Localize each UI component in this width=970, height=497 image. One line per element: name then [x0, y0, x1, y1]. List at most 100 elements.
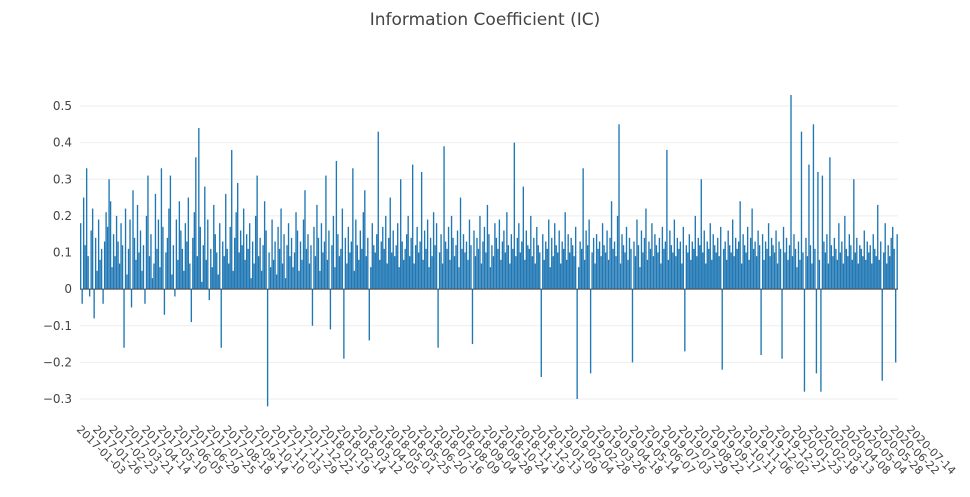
ic-bar [652, 256, 655, 290]
ic-bar [591, 252, 593, 290]
ic-bar [893, 248, 895, 290]
ic-bar [560, 263, 562, 290]
ic-bar [422, 259, 424, 290]
ic-bar [597, 248, 599, 290]
ic-bar [308, 263, 311, 290]
ic-bar [343, 289, 345, 359]
ic-bar [180, 230, 182, 290]
ic-bar [892, 226, 894, 290]
ic-bar [618, 124, 620, 290]
ic-bar [373, 245, 375, 290]
ic-bar [690, 259, 692, 290]
ic-bar [441, 263, 444, 290]
ic-bar [304, 190, 306, 290]
ic-bar [350, 241, 353, 290]
y-tick-label: −0.1 [43, 319, 72, 333]
ic-bar [498, 219, 501, 290]
ic-bar [359, 230, 361, 290]
ic-bar [465, 241, 468, 290]
ic-bar [272, 259, 275, 290]
ic-bar [887, 245, 889, 290]
ic-bar [414, 245, 417, 290]
ic-bar [106, 226, 109, 290]
x-axis-ticks: 2017-01-032017-01-262017-02-232017-03-21… [74, 423, 958, 477]
ic-bar [198, 127, 200, 290]
ic-bar [583, 259, 586, 290]
ic-bar [163, 289, 166, 315]
ic-bar [525, 230, 527, 290]
ic-bar [788, 245, 791, 290]
ic-bar [528, 248, 530, 290]
ic-bar [784, 252, 786, 290]
ic-bar [521, 241, 523, 290]
ic-bar [606, 230, 608, 290]
ic-bar [440, 234, 442, 290]
ic-bar [455, 245, 457, 290]
ic-bar [781, 289, 783, 359]
ic-bar [504, 252, 507, 290]
ic-bar [699, 245, 701, 290]
ic-bar [486, 204, 489, 290]
ic-bar [678, 248, 680, 290]
ic-bar [636, 219, 638, 290]
ic-bar [853, 179, 855, 290]
ic-bar [588, 219, 590, 290]
ic-bar [157, 219, 160, 290]
ic-bar [189, 263, 191, 290]
ic-bar [277, 226, 279, 290]
ic-bar [691, 241, 693, 290]
ic-bar [426, 219, 429, 290]
ic-bar [431, 256, 433, 290]
ic-bar [376, 234, 378, 290]
bars [80, 95, 898, 407]
ic-bar [612, 248, 614, 290]
ic-bar [697, 237, 699, 290]
ic-bar [254, 215, 257, 290]
ic-bar [80, 223, 82, 290]
ic-bar [566, 259, 568, 290]
ic-bar [280, 208, 282, 290]
ic-bar [111, 267, 113, 290]
ic-bar [696, 256, 698, 290]
ic-bar [705, 263, 707, 290]
ic-bar [458, 267, 460, 290]
ic-bar [284, 278, 287, 290]
ic-bar [232, 270, 234, 290]
ic-bar [328, 230, 330, 290]
ic-bar [872, 234, 874, 290]
ic-bar [865, 259, 867, 290]
ic-bar [138, 252, 140, 290]
ic-bar [136, 204, 139, 290]
ic-bar [615, 256, 617, 290]
y-tick-label: 0.5 [53, 99, 72, 113]
ic-bar [84, 245, 86, 290]
ic-bar [127, 248, 130, 290]
ic-bar [580, 248, 583, 290]
ic-bar [85, 168, 88, 290]
ic-bar [874, 248, 876, 290]
ic-bar [808, 164, 810, 290]
ic-bar [495, 237, 498, 290]
ic-bar [721, 289, 723, 370]
ic-bar [235, 212, 237, 290]
ic-bar [293, 252, 296, 290]
ic-bar [633, 241, 635, 290]
ic-bar [775, 230, 777, 290]
ic-bar [287, 223, 290, 290]
ic-bar [594, 263, 596, 290]
ic-bar [186, 241, 188, 290]
ic-bar [672, 252, 674, 290]
ic-bar [805, 237, 807, 290]
ic-bar [383, 248, 385, 290]
ic-bar [766, 248, 768, 290]
ic-bar [453, 256, 456, 290]
ic-bar [881, 289, 883, 381]
ic-bar [115, 215, 118, 290]
ic-bar [370, 267, 372, 290]
y-tick-label: 0.1 [53, 246, 72, 260]
ic-bar [159, 267, 161, 290]
ic-bar [281, 263, 284, 290]
ic-bar [419, 241, 421, 290]
ic-bar [395, 245, 397, 290]
